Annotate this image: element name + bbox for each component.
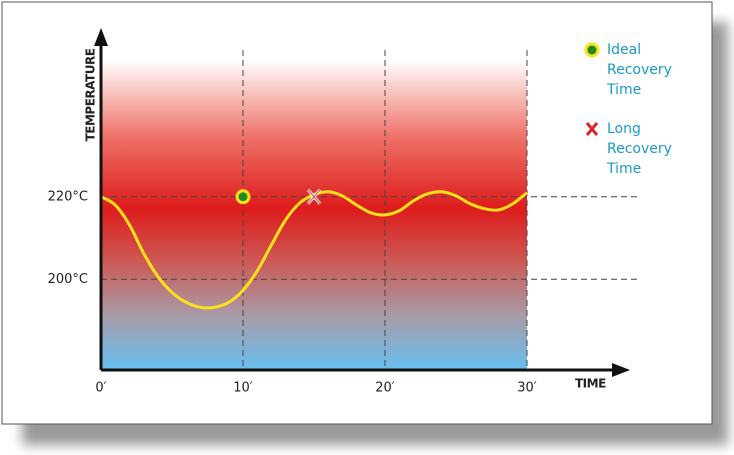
x-arrow xyxy=(612,363,630,377)
legend-text: Recovery xyxy=(607,62,672,78)
temperature-band xyxy=(101,60,527,370)
legend-text: Long xyxy=(607,121,641,137)
legend-text: Recovery xyxy=(607,141,672,157)
legend-icon xyxy=(585,122,599,136)
legend-icon xyxy=(584,42,600,58)
legend-text: Time xyxy=(606,161,641,177)
x-tick-label: 30′ xyxy=(517,381,537,396)
x-tick-label: 10′ xyxy=(233,381,253,396)
x-tick-label: 20′ xyxy=(375,381,395,396)
legend-text: Time xyxy=(606,82,641,98)
labels: Ideal Recovery Time Long Recovery Time xyxy=(584,42,672,177)
y-axis-title: TEMPERATURE xyxy=(84,48,98,141)
x-tick-label: 0′ xyxy=(95,381,106,396)
legend-text: Ideal xyxy=(607,42,641,58)
y-tick-label: 200°C xyxy=(48,272,88,287)
y-arrow xyxy=(94,28,108,46)
grid xyxy=(101,50,640,370)
y-tick-label: 220°C xyxy=(48,189,88,204)
plot xyxy=(100,188,528,310)
marker-outline xyxy=(307,189,321,205)
x-axis-title: TIME xyxy=(575,377,606,391)
marker xyxy=(235,189,251,205)
